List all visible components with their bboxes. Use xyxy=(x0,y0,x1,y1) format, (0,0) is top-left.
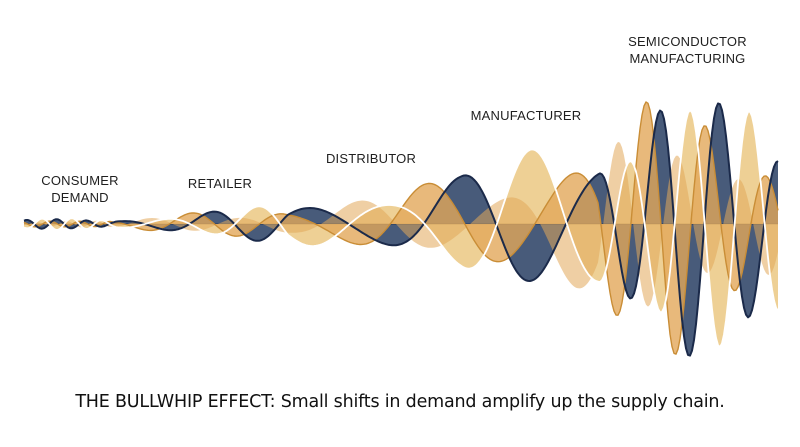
label-retailer-line-1: RETAILER xyxy=(187,176,253,191)
wave-gold-outline xyxy=(23,101,779,355)
label-semiconductor-manufacturing: SEMICONDUCTOR MANUFACTURING xyxy=(600,33,775,67)
label-semi-line-2: MANUFACTURING xyxy=(629,51,746,66)
label-consumer-line-2: DEMAND xyxy=(51,190,109,205)
wave-white-line xyxy=(23,109,779,348)
label-manufacturer: MANUFACTURER xyxy=(456,107,596,124)
label-retailer: RETAILER xyxy=(170,175,270,192)
label-consumer-demand: CONSUMER DEMAND xyxy=(30,172,130,206)
wave-gold-secondary-area xyxy=(24,141,778,307)
label-semi-line-1: SEMICONDUCTOR xyxy=(628,34,747,49)
wave-gold-area xyxy=(24,102,778,355)
caption: THE BULLWHIP EFFECT: Small shifts in dem… xyxy=(75,392,725,412)
wave-navy-area xyxy=(24,103,778,356)
label-distributor-line-1: DISTRIBUTOR xyxy=(325,151,417,166)
label-distributor: DISTRIBUTOR xyxy=(306,150,436,167)
wave-navy-outline xyxy=(23,102,779,357)
label-consumer-line-1: CONSUMER xyxy=(41,173,119,188)
label-manufacturer-line-1: MANUFACTURER xyxy=(470,108,582,123)
wave-layer xyxy=(23,101,779,357)
